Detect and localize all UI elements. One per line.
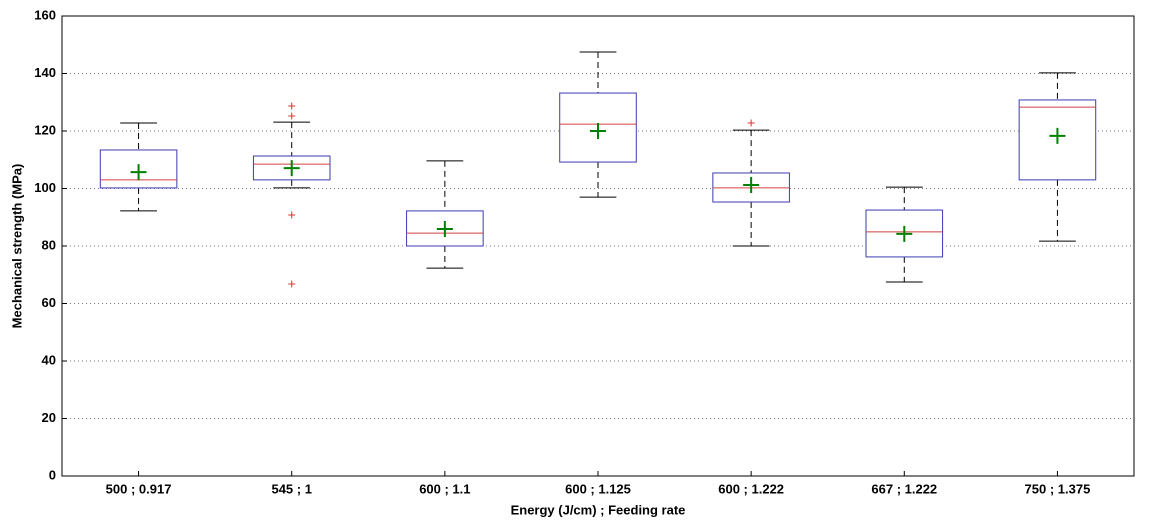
x-tick-label: 500 ; 0.917 bbox=[106, 481, 172, 496]
y-axis-label: Mechanical strength (MPa) bbox=[9, 164, 24, 329]
mean-marker bbox=[743, 177, 760, 194]
y-tick-label: 40 bbox=[42, 352, 56, 367]
x-tick-label: 667 ; 1.222 bbox=[871, 481, 937, 496]
y-tick-label: 20 bbox=[42, 410, 56, 425]
x-tick-label: 545 ; 1 bbox=[271, 481, 311, 496]
y-tick-label: 140 bbox=[34, 65, 56, 80]
mean-marker bbox=[130, 164, 147, 181]
y-tick-label: 120 bbox=[34, 122, 56, 137]
x-tick-label: 600 ; 1.222 bbox=[718, 481, 784, 496]
mean-marker bbox=[590, 123, 606, 139]
mean-marker bbox=[1049, 127, 1066, 144]
x-tick-label: 600 ; 1.125 bbox=[565, 481, 631, 496]
outlier bbox=[288, 102, 296, 110]
x-tick-label: 600 ; 1.1 bbox=[419, 481, 470, 496]
outlier bbox=[747, 119, 755, 127]
mean-marker bbox=[283, 160, 300, 177]
mean-marker bbox=[896, 225, 913, 242]
y-tick-label: 60 bbox=[42, 295, 56, 310]
x-axis-label: Energy (J/cm) ; Feeding rate bbox=[511, 502, 686, 517]
outlier bbox=[288, 211, 296, 219]
y-tick-label: 100 bbox=[34, 180, 56, 195]
y-tick-label: 160 bbox=[34, 7, 56, 22]
x-tick-label: 750 ; 1.375 bbox=[1025, 481, 1091, 496]
y-tick-label: 0 bbox=[49, 467, 56, 482]
mean-marker bbox=[436, 221, 453, 238]
outlier bbox=[288, 112, 296, 120]
y-tick-label: 80 bbox=[42, 237, 56, 252]
outlier bbox=[288, 280, 296, 288]
